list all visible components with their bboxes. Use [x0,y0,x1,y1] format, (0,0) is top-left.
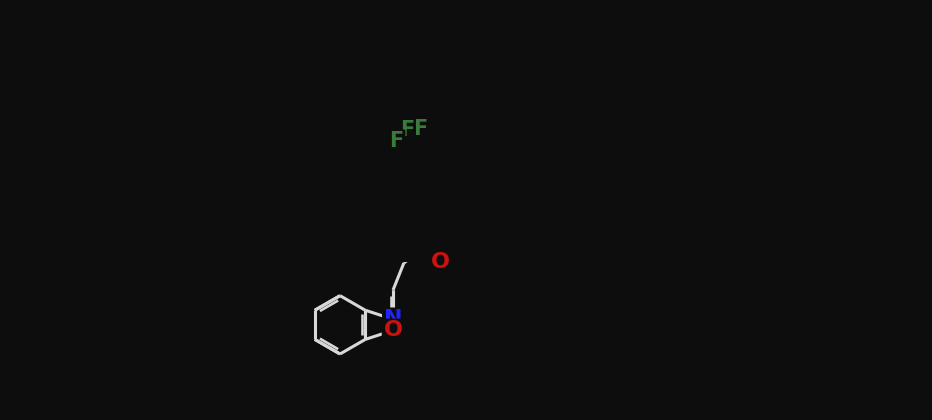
Text: O: O [384,320,403,340]
Text: N: N [384,309,403,329]
Text: F: F [414,119,428,139]
Text: F: F [390,131,404,151]
Text: O: O [431,252,450,272]
Text: F: F [400,120,415,140]
